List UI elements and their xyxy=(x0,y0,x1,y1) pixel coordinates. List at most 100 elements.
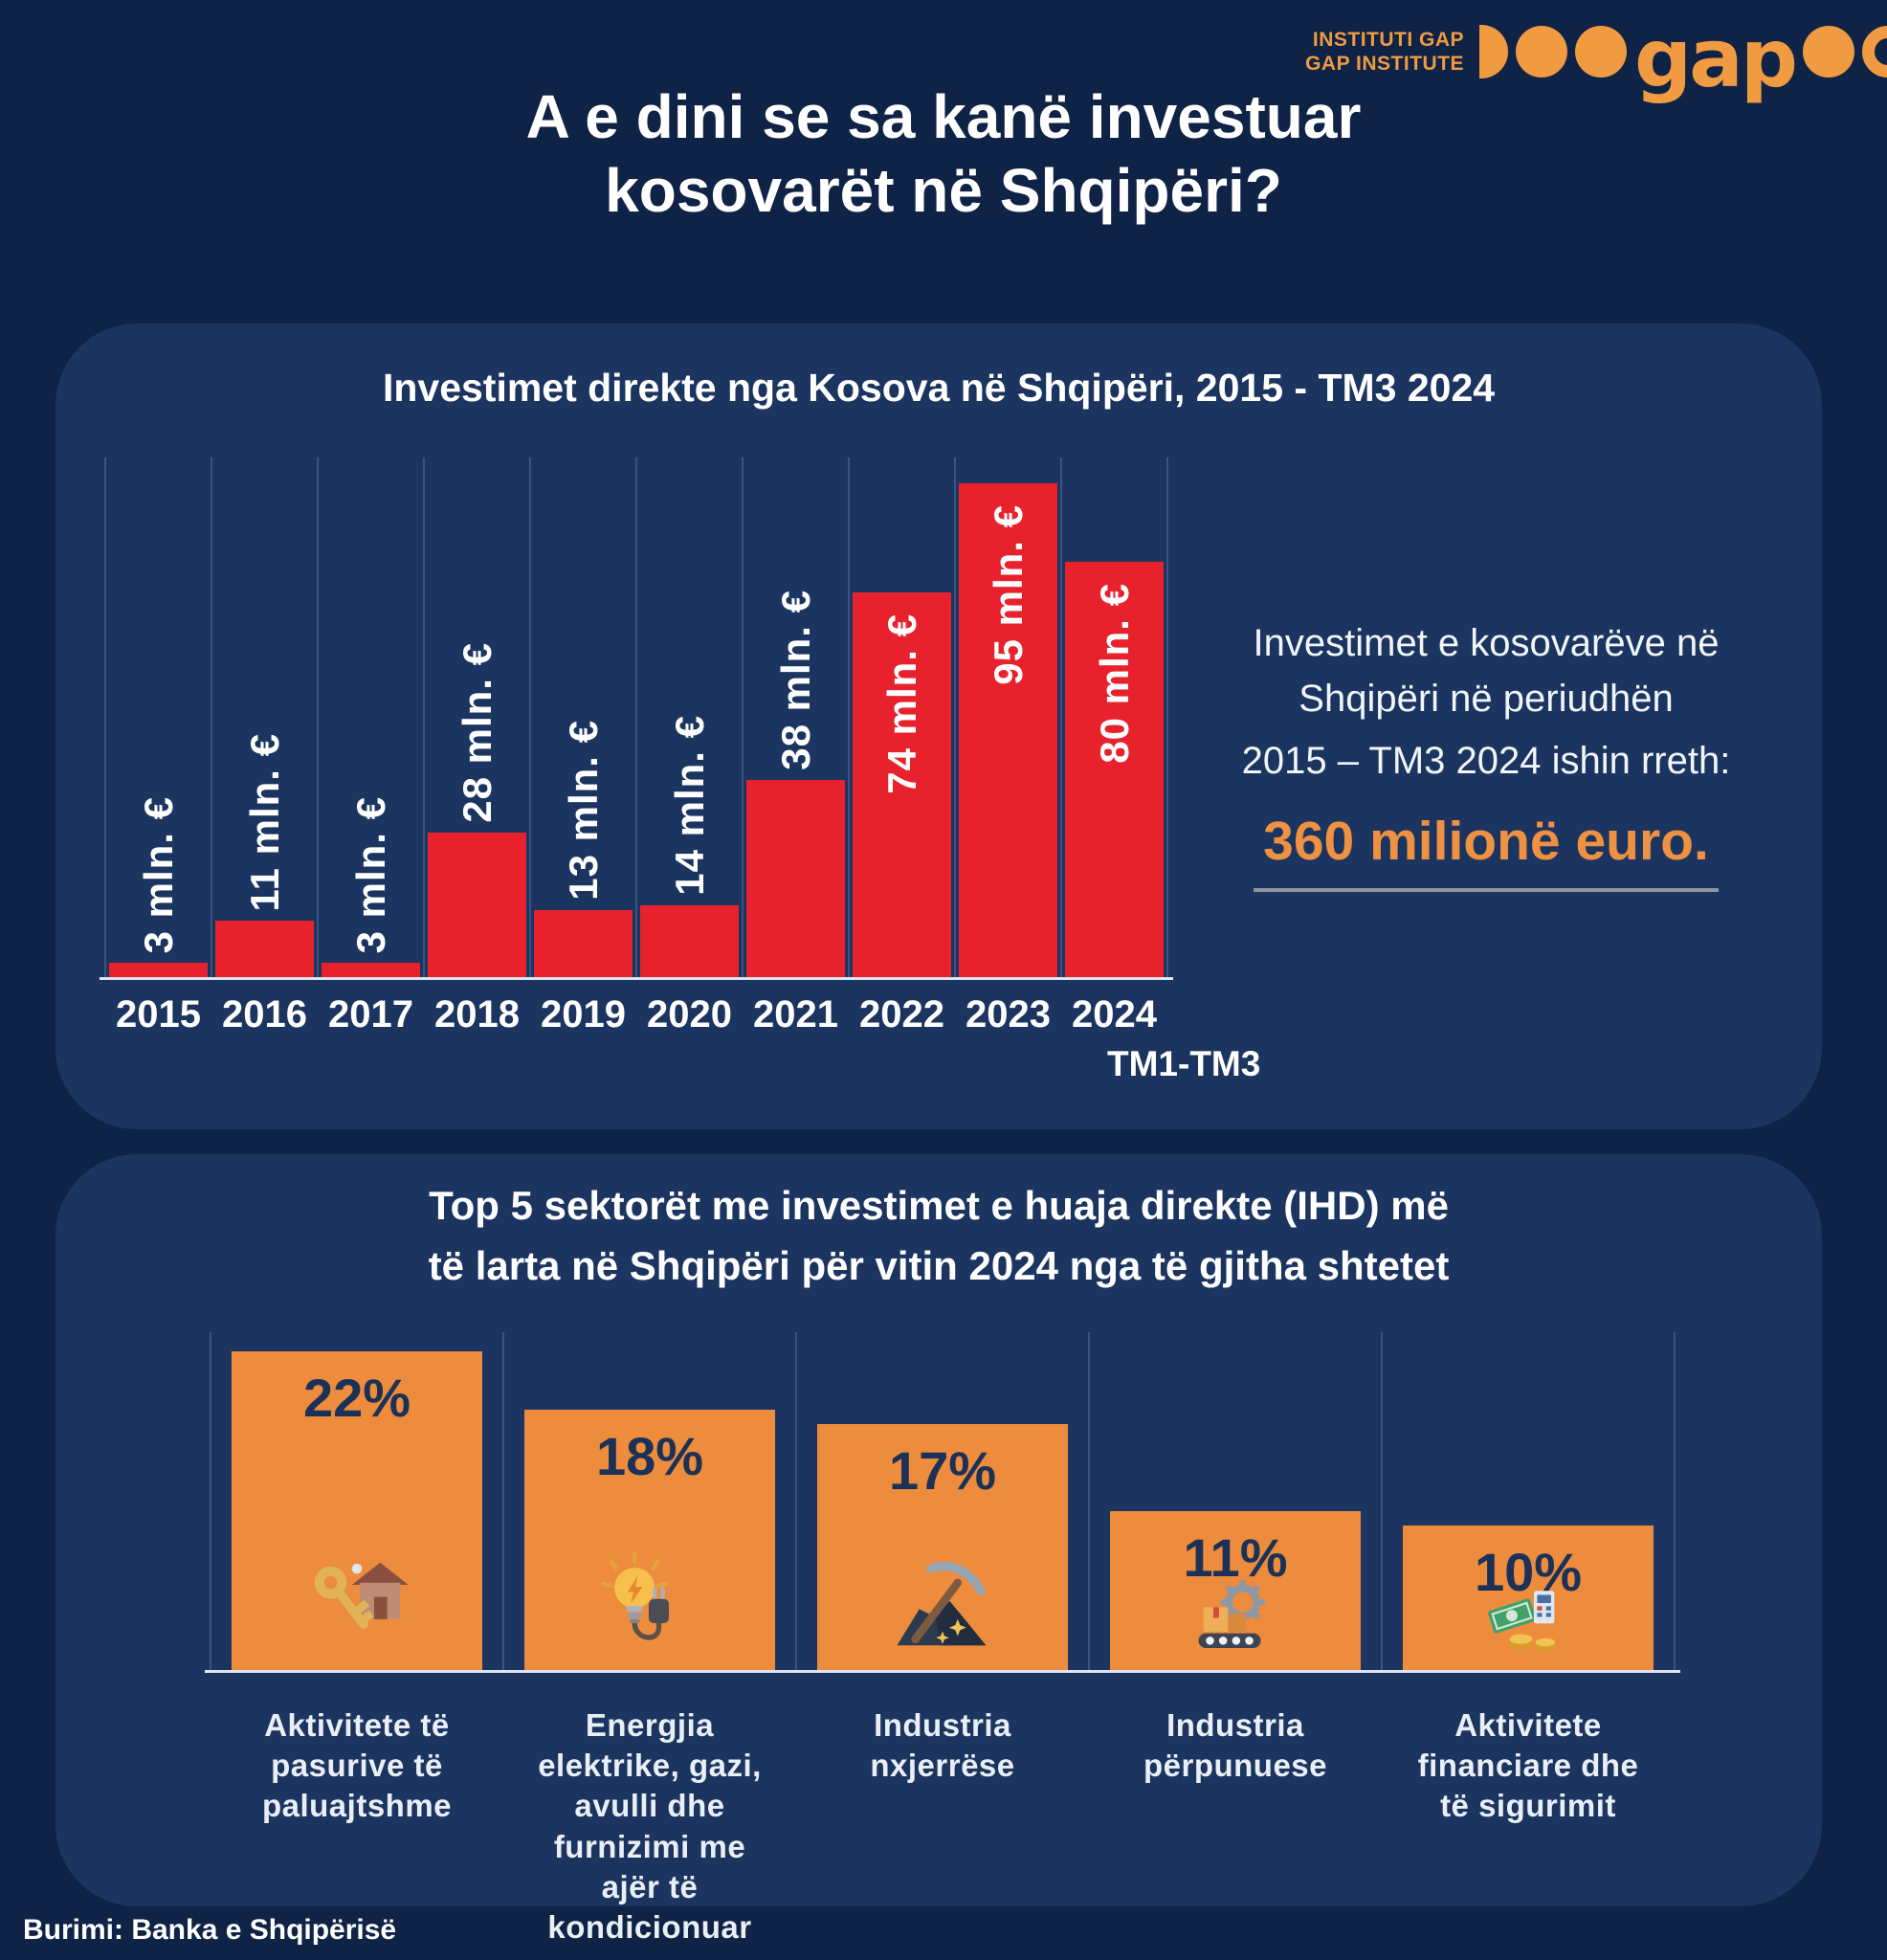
sector-bar xyxy=(524,1410,775,1671)
chart-gridline xyxy=(317,457,319,978)
chart-gridline xyxy=(795,1332,797,1671)
logo-crescent-icon xyxy=(1862,25,1887,78)
bar-column-2019: 13 mln. € xyxy=(530,457,636,978)
x-tick-2020: 2020 xyxy=(647,993,732,1036)
manufacturing-conveyor-icon xyxy=(1190,1570,1280,1659)
x-axis-line xyxy=(205,1670,1680,1673)
gap-logo-icon: gap xyxy=(1479,15,1887,99)
sector-column: 22% xyxy=(211,1334,503,1671)
bar-value-label: 74 mln. € xyxy=(878,613,924,794)
bar-column-2023: 95 mln. € xyxy=(955,457,1061,978)
bar-column-2020: 14 mln. € xyxy=(636,457,743,978)
investment-bar-2024 xyxy=(1065,562,1164,978)
sectors-title-line2: të larta në Shqipëri për vitin 2024 nga … xyxy=(428,1243,1450,1288)
sector-percent-label: 17% xyxy=(888,1440,997,1501)
page-title-line1: A e dini se sa kanë investuar xyxy=(525,82,1362,151)
logo-circle-icon xyxy=(1516,25,1568,78)
sector-category-label: Energjia elektrike, gazi, avulli dhe fur… xyxy=(538,1707,762,1946)
chart-gridline xyxy=(210,1332,211,1671)
x-tick-2022: 2022 xyxy=(859,993,944,1036)
sector-column: 17% xyxy=(796,1334,1089,1671)
investment-bar-2021 xyxy=(746,780,845,978)
bar-value-label: 14 mln. € xyxy=(666,715,712,896)
brand-header: INSTITUTI GAP GAP INSTITUTE gap xyxy=(1305,15,1887,99)
bar-column-2022: 74 mln. € xyxy=(849,457,955,978)
sector-percent-label: 10% xyxy=(1474,1542,1583,1602)
investments-x-axis: 2015 2016 2017 2018 2019 2020 2021 2022 2023 2024… xyxy=(105,993,1261,1084)
x-tick-2019: 2019 xyxy=(541,993,626,1036)
chart-gridline xyxy=(502,1332,504,1671)
chart-gridline xyxy=(104,457,106,978)
sector-category-label: Aktivitete financiare dhe të sigurimit xyxy=(1417,1707,1639,1824)
sector-category-label: Industria nxjerrëse xyxy=(870,1707,1015,1784)
chart-gridline xyxy=(423,457,425,978)
sector-bar xyxy=(1403,1526,1654,1671)
x-tick-2021: 2021 xyxy=(753,993,838,1036)
sector-column: 11% xyxy=(1089,1334,1382,1671)
bar-column-2021: 38 mln. € xyxy=(743,457,849,978)
sectors-title-line1: Top 5 sektorët me investimet e huaja dir… xyxy=(429,1183,1449,1228)
investment-bar-2017 xyxy=(322,963,420,978)
brand-name-albanian: INSTITUTI GAP xyxy=(1312,28,1465,51)
bar-column-2024: 80 mln. € xyxy=(1061,457,1167,978)
sectors-chart-title: Top 5 sektorët me investimet e huaja dir… xyxy=(56,1175,1822,1296)
sectors-bar-chart: 22% 18% 17% 11% xyxy=(205,1332,1680,1673)
chart-gridline xyxy=(1674,1332,1676,1671)
bar-value-label: 3 mln. € xyxy=(135,795,181,953)
sector-category-label: Industria përpunuese xyxy=(1143,1707,1328,1784)
finance-money-icon xyxy=(1483,1570,1573,1659)
investments-panel: Investimet direkte nga Kosova në Shqipër… xyxy=(56,323,1822,1129)
bar-value-label: 38 mln. € xyxy=(772,590,818,770)
chart-gridline xyxy=(211,457,212,978)
summary-text: Investimet e kosovarëve në Shqipëri në p… xyxy=(1170,620,1802,893)
chart-gridline xyxy=(848,457,850,978)
chart-gridline xyxy=(529,457,531,978)
chart-gridline xyxy=(1381,1332,1383,1671)
summary-line2: Shqipëri në periudhën xyxy=(1299,677,1674,720)
x-tick-2018: 2018 xyxy=(434,993,520,1036)
investment-bar-2022 xyxy=(853,592,951,978)
bar-value-label: 13 mln. € xyxy=(560,720,606,901)
investment-bar-2016 xyxy=(215,921,314,978)
brand-name-english: GAP INSTITUTE xyxy=(1305,52,1465,75)
bar-column-2017: 3 mln. € xyxy=(318,457,424,978)
investment-bar-2023 xyxy=(959,483,1057,978)
sector-bar xyxy=(232,1351,482,1671)
x-tick-2023: 2023 xyxy=(966,993,1051,1036)
sector-percent-label: 22% xyxy=(302,1368,411,1428)
sector-percent-label: 18% xyxy=(595,1426,704,1486)
chart-gridline xyxy=(742,457,744,978)
x-tick-2016: 2016 xyxy=(222,993,307,1036)
sector-bar xyxy=(1110,1511,1361,1671)
summary-line3: 2015 – TM3 2024 ishin rreth: xyxy=(1241,739,1731,782)
sector-column: 18% xyxy=(503,1334,796,1671)
bar-value-label: 11 mln. € xyxy=(241,732,287,911)
summary-highlight: 360 milionë euro. xyxy=(1254,810,1719,893)
summary-line1: Investimet e kosovarëve në xyxy=(1253,622,1720,664)
chart-gridline xyxy=(1060,457,1062,978)
sectors-panel: Top 5 sektorët me investimet e huaja dir… xyxy=(56,1154,1822,1945)
bar-column-2016: 11 mln. € xyxy=(211,457,318,978)
investments-chart-title: Investimet direkte nga Kosova në Shqipër… xyxy=(382,366,1496,410)
investment-bar-2018 xyxy=(428,833,526,978)
page-title-line2: kosovarët në Shqipëri? xyxy=(605,155,1282,225)
sector-column: 10% xyxy=(1382,1334,1675,1671)
investment-bar-2020 xyxy=(640,905,739,978)
x-tick-2015: 2015 xyxy=(116,993,201,1036)
sector-category-label: Aktivitete të pasurive të paluajtshme xyxy=(261,1707,453,1824)
logo-circle-icon xyxy=(1803,25,1854,78)
electricity-bulb-plug-icon xyxy=(594,1548,705,1659)
x-axis-line xyxy=(100,977,1173,980)
sector-bar xyxy=(817,1424,1068,1671)
mining-pickaxe-icon xyxy=(887,1548,998,1659)
page-title: A e dini se sa kanë investuar kosovarët … xyxy=(0,80,1887,228)
investment-bar-2015 xyxy=(109,963,208,978)
chart-gridline xyxy=(954,457,956,978)
x-tick-2017: 2017 xyxy=(328,993,413,1036)
source-note: Burimi: Banka e Shqipërisë xyxy=(23,1914,397,1946)
x-tick-subnote: TM1-TM3 xyxy=(1107,1044,1261,1083)
chart-gridline xyxy=(635,457,637,978)
logo-wordmark: gap xyxy=(1634,11,1798,105)
sector-percent-label: 11% xyxy=(1183,1527,1288,1588)
